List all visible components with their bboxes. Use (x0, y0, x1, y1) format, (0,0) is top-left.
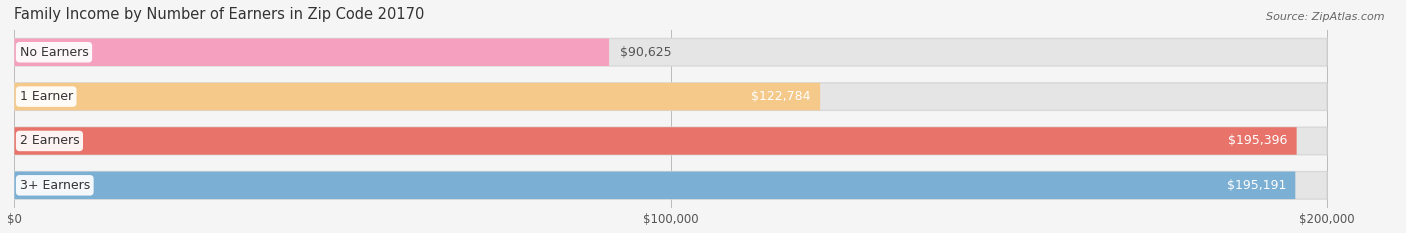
FancyBboxPatch shape (14, 83, 1327, 110)
FancyBboxPatch shape (14, 127, 1296, 155)
Text: $195,396: $195,396 (1227, 134, 1288, 147)
Text: 1 Earner: 1 Earner (20, 90, 73, 103)
FancyBboxPatch shape (14, 38, 1327, 66)
FancyBboxPatch shape (14, 83, 820, 110)
FancyBboxPatch shape (14, 171, 1327, 199)
Text: 3+ Earners: 3+ Earners (20, 179, 90, 192)
Text: 2 Earners: 2 Earners (20, 134, 79, 147)
Text: $122,784: $122,784 (751, 90, 811, 103)
Text: Family Income by Number of Earners in Zip Code 20170: Family Income by Number of Earners in Zi… (14, 7, 425, 22)
Text: No Earners: No Earners (20, 46, 89, 59)
Text: Source: ZipAtlas.com: Source: ZipAtlas.com (1267, 12, 1385, 22)
FancyBboxPatch shape (14, 38, 609, 66)
FancyBboxPatch shape (14, 171, 1295, 199)
Text: $195,191: $195,191 (1227, 179, 1286, 192)
Text: $90,625: $90,625 (620, 46, 671, 59)
FancyBboxPatch shape (14, 127, 1327, 155)
